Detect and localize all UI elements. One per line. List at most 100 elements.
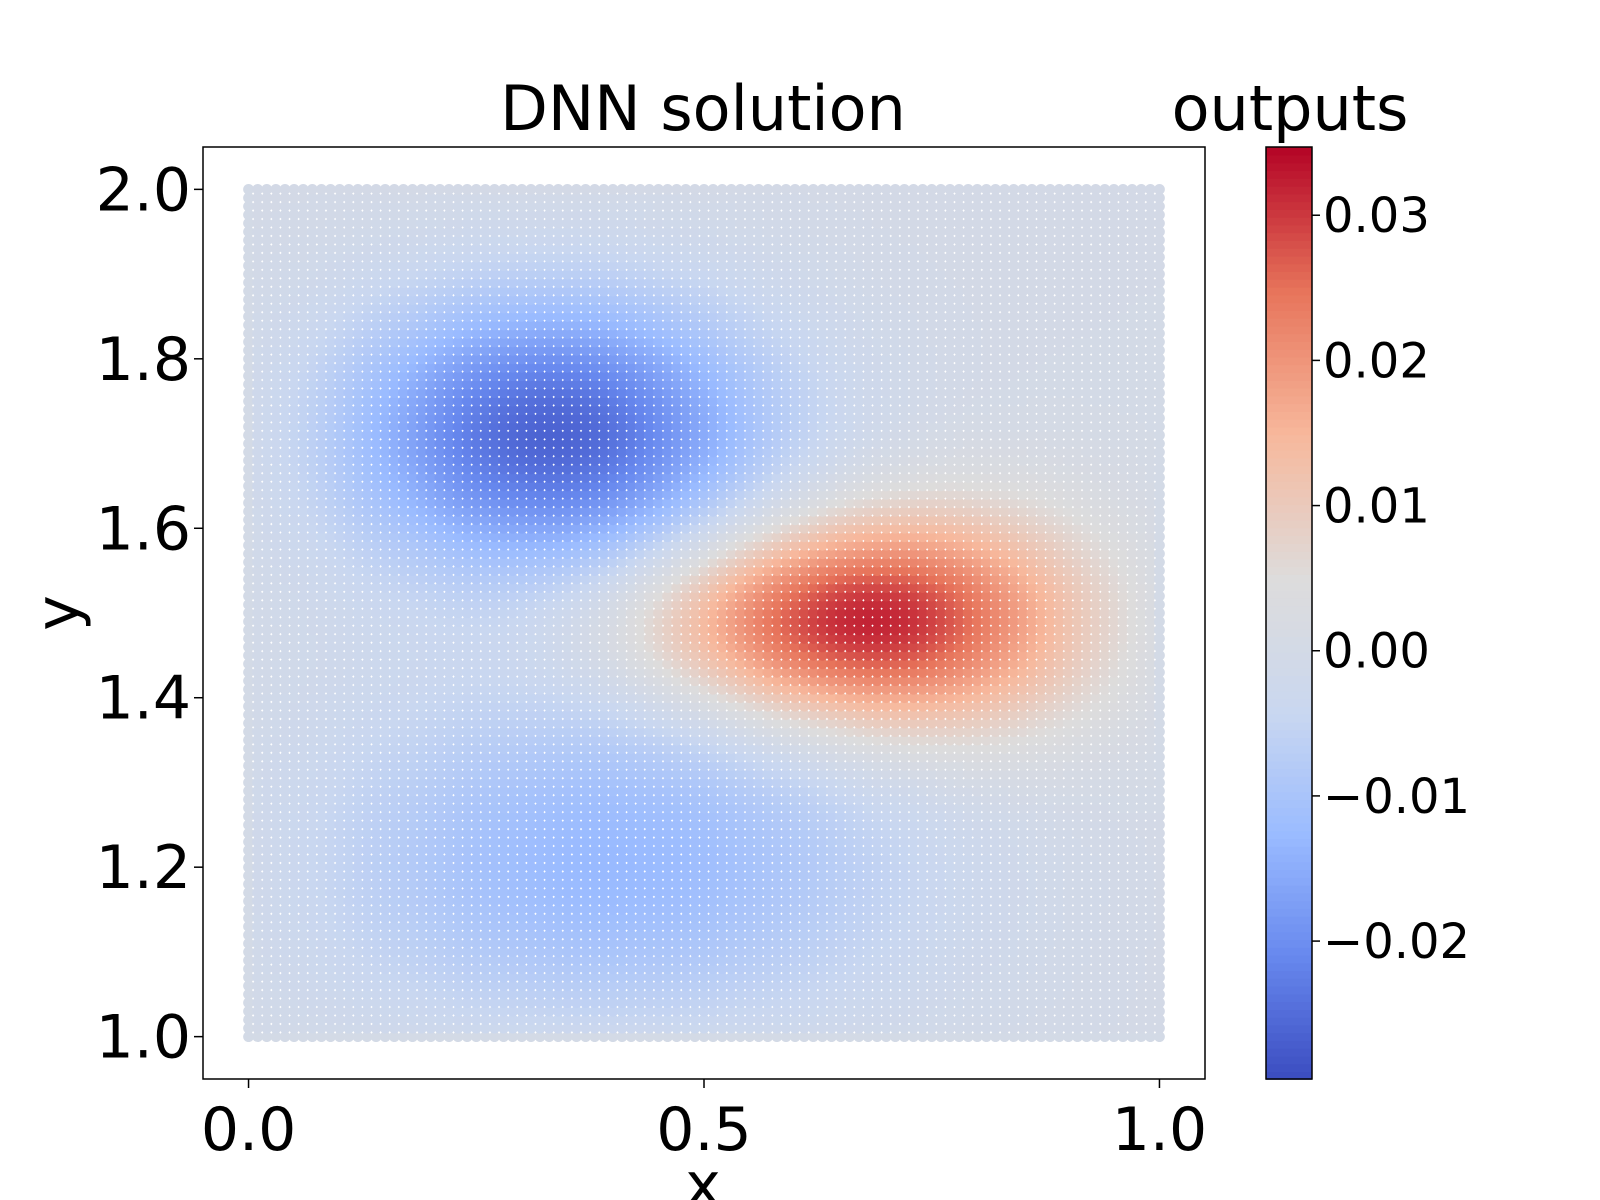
data-point	[1154, 946, 1165, 958]
data-point	[479, 971, 491, 983]
data-point	[334, 946, 346, 958]
data-point	[297, 912, 309, 924]
data-point	[862, 895, 874, 907]
data-point	[580, 980, 591, 992]
data-point	[653, 1022, 664, 1034]
data-point	[926, 929, 938, 941]
data-point	[288, 954, 300, 966]
data-point	[944, 929, 956, 941]
data-point	[817, 980, 828, 992]
data-point	[279, 870, 291, 882]
data-point	[1017, 912, 1029, 924]
data-point	[789, 1031, 801, 1043]
data-point	[316, 895, 327, 907]
data-point	[388, 904, 400, 915]
data-point	[1008, 997, 1020, 1009]
data-point	[370, 971, 382, 983]
data-point	[953, 971, 965, 983]
data-point	[407, 938, 418, 949]
data-point	[698, 1031, 710, 1043]
data-point	[370, 929, 382, 941]
data-point	[662, 963, 673, 975]
data-point	[634, 1014, 646, 1026]
data-point	[507, 1031, 519, 1043]
data-point	[343, 887, 355, 898]
data-point	[935, 1022, 947, 1034]
data-point	[634, 921, 646, 932]
data-point	[571, 1022, 582, 1034]
data-point	[470, 921, 482, 932]
data-point	[1017, 895, 1029, 907]
data-point	[935, 954, 947, 966]
data-point	[1008, 1014, 1020, 1026]
data-point	[999, 980, 1010, 992]
data-point	[1126, 954, 1138, 966]
data-point	[1017, 878, 1029, 890]
data-point	[980, 946, 992, 958]
data-point	[871, 946, 883, 958]
data-point	[1117, 895, 1129, 907]
data-point	[899, 1014, 910, 1026]
data-point	[671, 1014, 683, 1026]
data-point	[662, 1005, 673, 1017]
data-point	[561, 980, 573, 992]
data-point	[1053, 929, 1065, 941]
data-point	[944, 954, 956, 966]
data-point	[470, 1022, 482, 1034]
data-point	[1035, 895, 1047, 907]
data-point	[1090, 963, 1102, 975]
data-point	[489, 946, 500, 958]
data-point	[789, 887, 801, 898]
data-point	[571, 895, 582, 907]
data-point	[325, 946, 336, 958]
data-point	[753, 921, 765, 932]
data-point	[607, 912, 619, 924]
data-point	[889, 938, 901, 949]
data-point	[953, 1031, 965, 1043]
data-point	[999, 895, 1010, 907]
data-point	[379, 1014, 391, 1026]
data-point	[625, 980, 637, 992]
data-point	[643, 946, 655, 958]
data-point	[297, 954, 309, 966]
data-point	[1154, 1022, 1165, 1034]
data-point	[990, 929, 1001, 941]
data-point	[543, 971, 555, 983]
data-point	[416, 980, 428, 992]
data-point	[416, 904, 428, 915]
data-point	[252, 946, 264, 958]
data-point	[507, 963, 519, 975]
data-point	[616, 963, 628, 975]
data-point	[443, 980, 455, 992]
data-point	[1017, 904, 1029, 915]
data-point	[261, 1005, 273, 1017]
data-point	[1117, 988, 1129, 1000]
data-point	[288, 946, 300, 958]
data-point	[889, 904, 901, 915]
data-point	[789, 1014, 801, 1026]
data-point	[899, 954, 910, 966]
data-point	[297, 887, 309, 898]
data-point	[1035, 1014, 1047, 1026]
data-point	[735, 904, 746, 915]
data-point	[334, 1014, 346, 1026]
data-point	[835, 1005, 847, 1017]
data-point	[443, 912, 455, 924]
data-point	[643, 997, 655, 1009]
data-point	[589, 946, 601, 958]
data-point	[753, 1031, 765, 1043]
data-point	[625, 1005, 637, 1017]
data-point	[316, 946, 327, 958]
data-point	[653, 980, 664, 992]
data-point	[525, 980, 537, 992]
data-point	[1017, 1014, 1029, 1026]
data-point	[953, 904, 965, 915]
data-point	[589, 988, 601, 1000]
data-point	[1108, 954, 1120, 966]
data-point	[243, 1014, 254, 1026]
data-point	[935, 946, 947, 958]
data-point	[543, 929, 555, 941]
data-point	[653, 895, 664, 907]
data-point	[871, 938, 883, 949]
data-point	[425, 887, 437, 898]
